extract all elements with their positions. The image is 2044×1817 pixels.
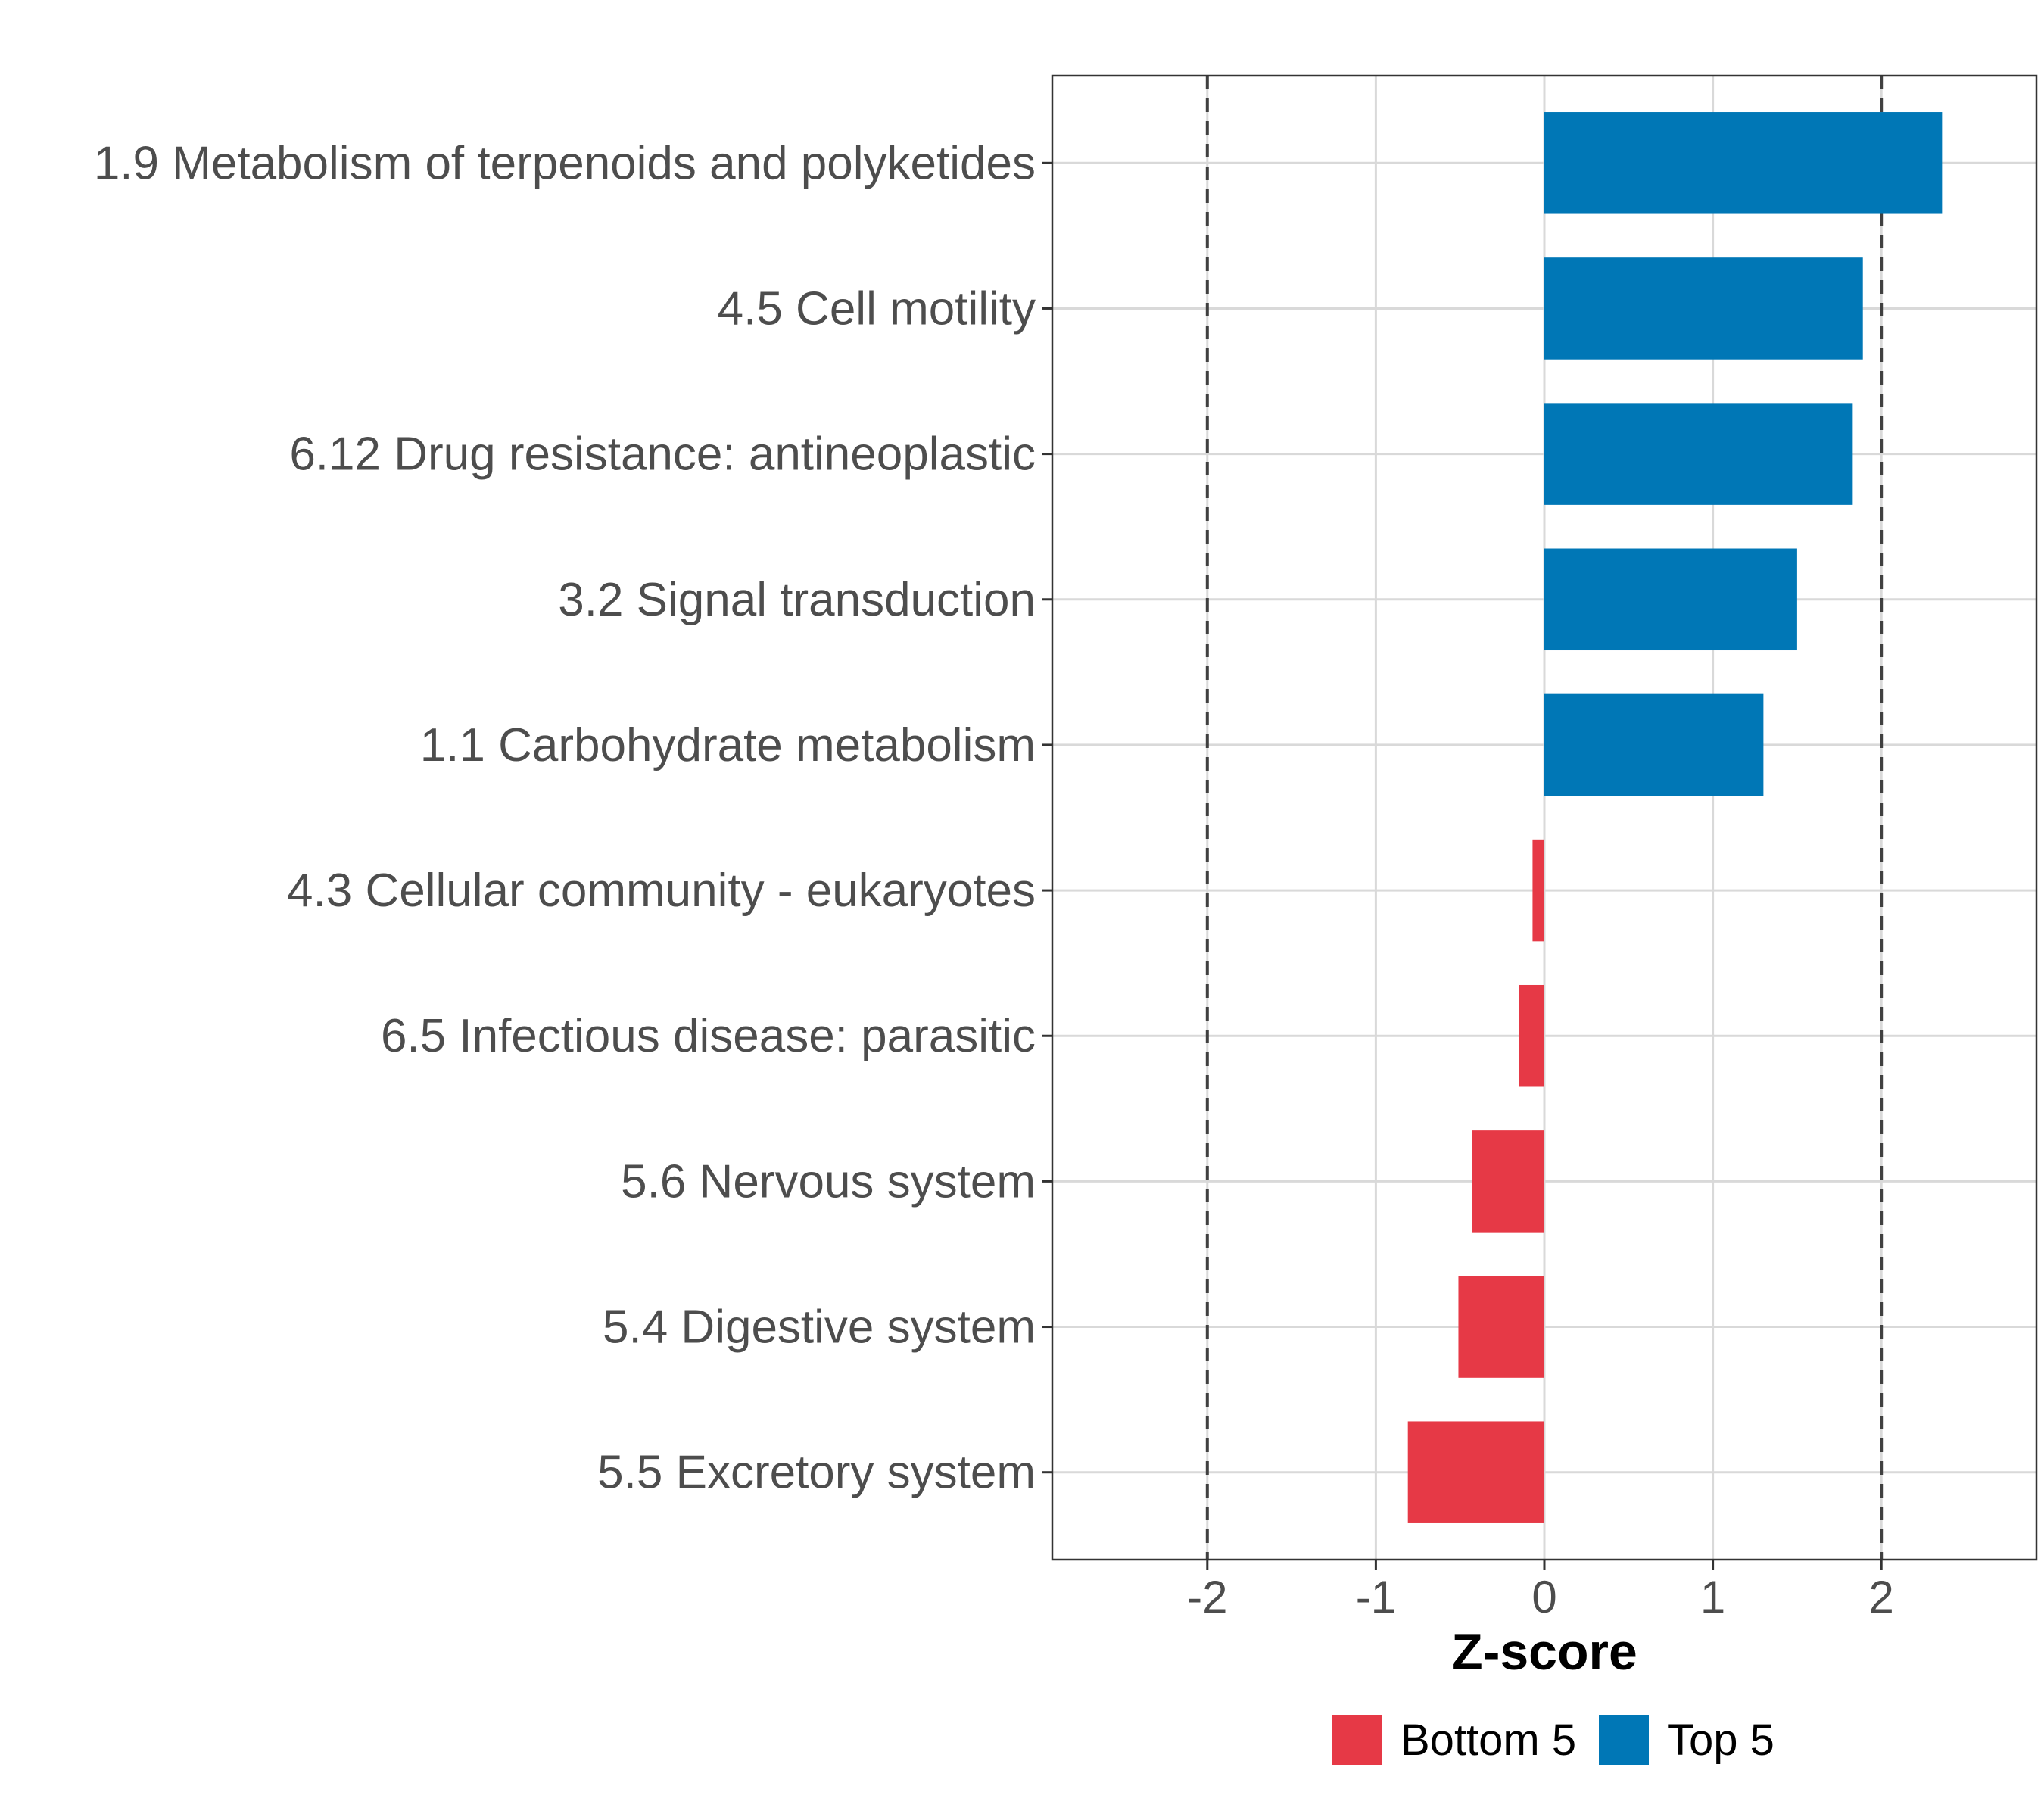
bar-bottom <box>1458 1276 1544 1378</box>
bars <box>1407 112 1943 1523</box>
legend-key <box>1599 1715 1649 1765</box>
x-tick-label: -1 <box>1356 1572 1396 1622</box>
category-label: 1.1 Carbohydrate metabolism <box>420 719 1036 771</box>
bar-top <box>1544 403 1853 505</box>
category-label: 6.5 Infectious disease: parasitic <box>381 1010 1036 1062</box>
bar-top <box>1544 112 1943 214</box>
bar-bottom <box>1519 984 1544 1087</box>
category-label: 3.2 Signal transduction <box>558 574 1036 626</box>
y-axis: 1.9 Metabolism of terpenoids and polyket… <box>94 137 1052 1499</box>
category-label: 4.5 Cell motility <box>718 282 1036 335</box>
x-tick-label: 0 <box>1531 1572 1556 1622</box>
category-label: 4.3 Cellular community - eukaryotes <box>287 865 1036 917</box>
reference-lines <box>1205 76 1884 1560</box>
x-axis: -2 -1 0 1 2 <box>1187 1560 1894 1622</box>
legend-label: Top 5 <box>1667 1716 1774 1765</box>
legend-label: Bottom 5 <box>1401 1716 1576 1765</box>
bar-top <box>1544 257 1863 360</box>
category-label: 1.9 Metabolism of terpenoids and polyket… <box>94 137 1036 189</box>
legend-key <box>1332 1715 1382 1765</box>
x-tick-label: 2 <box>1869 1572 1894 1622</box>
category-label: 5.4 Digestive system <box>603 1301 1036 1354</box>
x-axis-title: Z-score <box>1451 1623 1637 1681</box>
x-tick-label: 1 <box>1700 1572 1725 1622</box>
category-label: 5.5 Excretory system <box>597 1447 1036 1499</box>
bar-top <box>1544 693 1764 796</box>
legend: Bottom 5 Top 5 <box>1332 1715 1774 1765</box>
x-tick-label: -2 <box>1187 1572 1227 1622</box>
bar-bottom <box>1532 839 1544 942</box>
category-label: 5.6 Nervous system <box>621 1155 1036 1208</box>
bar-top <box>1544 548 1797 651</box>
bar-bottom <box>1472 1130 1544 1233</box>
category-label: 6.12 Drug resistance: antineoplastic <box>289 429 1036 481</box>
bar-bottom <box>1407 1421 1544 1523</box>
